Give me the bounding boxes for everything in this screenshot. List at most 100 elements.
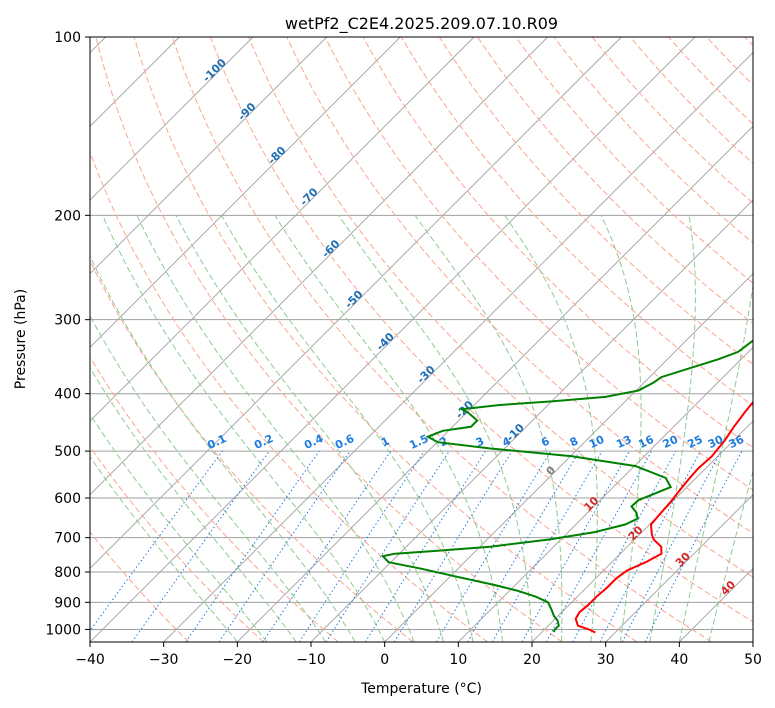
moist-adiabat [649,215,696,642]
mixing-ratio-line [435,450,552,642]
y-tick-label: 1000 [45,622,81,638]
isotherm-line [90,37,696,642]
y-axis-label: Pressure (hPa) [13,289,29,389]
mixing-ratio-line [545,450,653,642]
x-tick-label: 40 [670,652,688,668]
dry-adiabat-label: -70 [297,185,320,208]
moist-adiabat [220,215,474,642]
mixing-ratio-label: 36 [727,433,747,451]
mixing-ratio-line [572,450,677,642]
moist-adiabat-label: 40 [718,578,738,598]
mixing-ratio-line [218,450,351,642]
mixing-ratio-line [521,450,630,642]
mixing-ratio-label: 0.4 [302,432,325,452]
dry-adiabat [553,37,753,244]
dry-adiabat [438,37,753,365]
mixing-ratio-line [90,450,223,632]
y-tick-label: 500 [54,444,81,460]
y-axis-ticks: 100 200 300 400 500 600 700 800 900 1000 [45,30,90,638]
y-tick-label: 700 [54,531,81,547]
x-axis-ticks: −40 −30 −20 −10 0 10 20 30 40 50 [75,642,762,668]
mixing-ratio-label: 1 [379,434,391,449]
moist-adiabat [414,215,563,642]
isotherm-line [90,37,401,348]
dry-adiabat-label: -60 [319,237,342,260]
moist-adiabat [102,215,386,642]
plot-frame [89,36,754,643]
dry-adiabat-label: -50 [342,288,365,311]
dry-adiabat [629,37,753,165]
dry-adiabat [95,37,563,642]
isotherm-line [237,125,753,642]
x-tick-label: 50 [744,652,762,668]
isotherm-line [752,641,753,642]
x-tick-label: 0 [380,652,389,668]
mixing-ratio-label: 1.5 [407,432,430,452]
dry-adiabat [400,37,753,407]
mixing-ratio-line [185,450,320,642]
dry-adiabat [362,37,753,449]
moist-adiabat [338,215,533,642]
y-tick-label: 400 [54,387,81,403]
mixing-ratio-line [298,450,425,642]
moist-adiabat [90,255,356,642]
mixing-ratio-label: 0.1 [205,432,228,452]
mixing-ratio-line [393,450,513,642]
dry-adiabat [706,37,753,86]
x-tick-label: −30 [149,652,179,668]
mixing-ratio-line [325,450,450,642]
y-tick-label: 200 [54,208,81,224]
mixing-ratio-line [131,450,270,642]
mixing-ratio-label: 8 [568,434,580,449]
mixing-ratio-label: 10 [587,433,607,451]
dry-adiabat [210,37,753,623]
moist-adiabat-label: 10 [581,494,601,514]
isotherm-line [90,37,622,569]
moist-adiabat [504,215,598,642]
isotherm-line [605,494,753,642]
mixing-ratio-label: 6 [539,434,552,449]
x-tick-label: −10 [296,652,326,668]
isotherm-line [458,346,753,642]
dry-adiabat [133,37,638,642]
x-axis-label: Temperature (°C) [360,681,482,697]
y-tick-label: 900 [54,595,81,611]
mixing-ratio-label: 16 [636,433,656,451]
dry-adiabat-label: -40 [374,330,397,353]
mixing-ratio-label: 0.6 [333,432,356,452]
y-tick-label: 300 [54,313,81,329]
dry-adiabat [90,531,190,642]
y-tick-label: 800 [54,565,81,581]
isotherm-line [679,567,753,642]
moist-adiabat [90,314,327,642]
mixing-ratio-label: 13 [614,433,633,451]
plot-area: 0.1 0.2 0.4 0.6 1 1.5 2 3 4 6 8 10 13 16 20 25 30 36-100-… [90,37,753,642]
dry-adiabat [90,150,488,642]
dry-adiabat-label: -80 [265,144,288,167]
dry-adiabat [90,445,264,642]
x-tick-label: 10 [449,652,467,668]
mixing-ratio-label: 20 [661,433,681,451]
moist-adiabat [708,469,753,642]
dry-adiabat [90,259,414,642]
isotherm-line [90,37,548,496]
chart-title: wetPf2_C2E4.2025.209.07.10.R09 [285,14,558,34]
x-tick-label: −40 [75,652,105,668]
mixing-ratio-line [467,450,580,642]
moist-adiabat [274,215,503,642]
isotherm-line [90,37,475,422]
dry-adiabat [477,37,753,325]
dry-adiabat [515,37,753,284]
moist-adiabat [136,215,415,642]
moist-adiabat [90,413,268,642]
moist-adiabat-label: 20 [626,523,646,543]
dry-adiabat [591,37,753,204]
dewpoint-line [380,339,753,633]
mixing-ratio-label: 0.2 [252,432,275,452]
dry-adiabat [324,37,753,491]
moist-adiabat [175,215,445,642]
x-tick-label: −20 [223,652,253,668]
dry-adiabat [90,355,339,642]
moist-adiabat [90,455,238,642]
